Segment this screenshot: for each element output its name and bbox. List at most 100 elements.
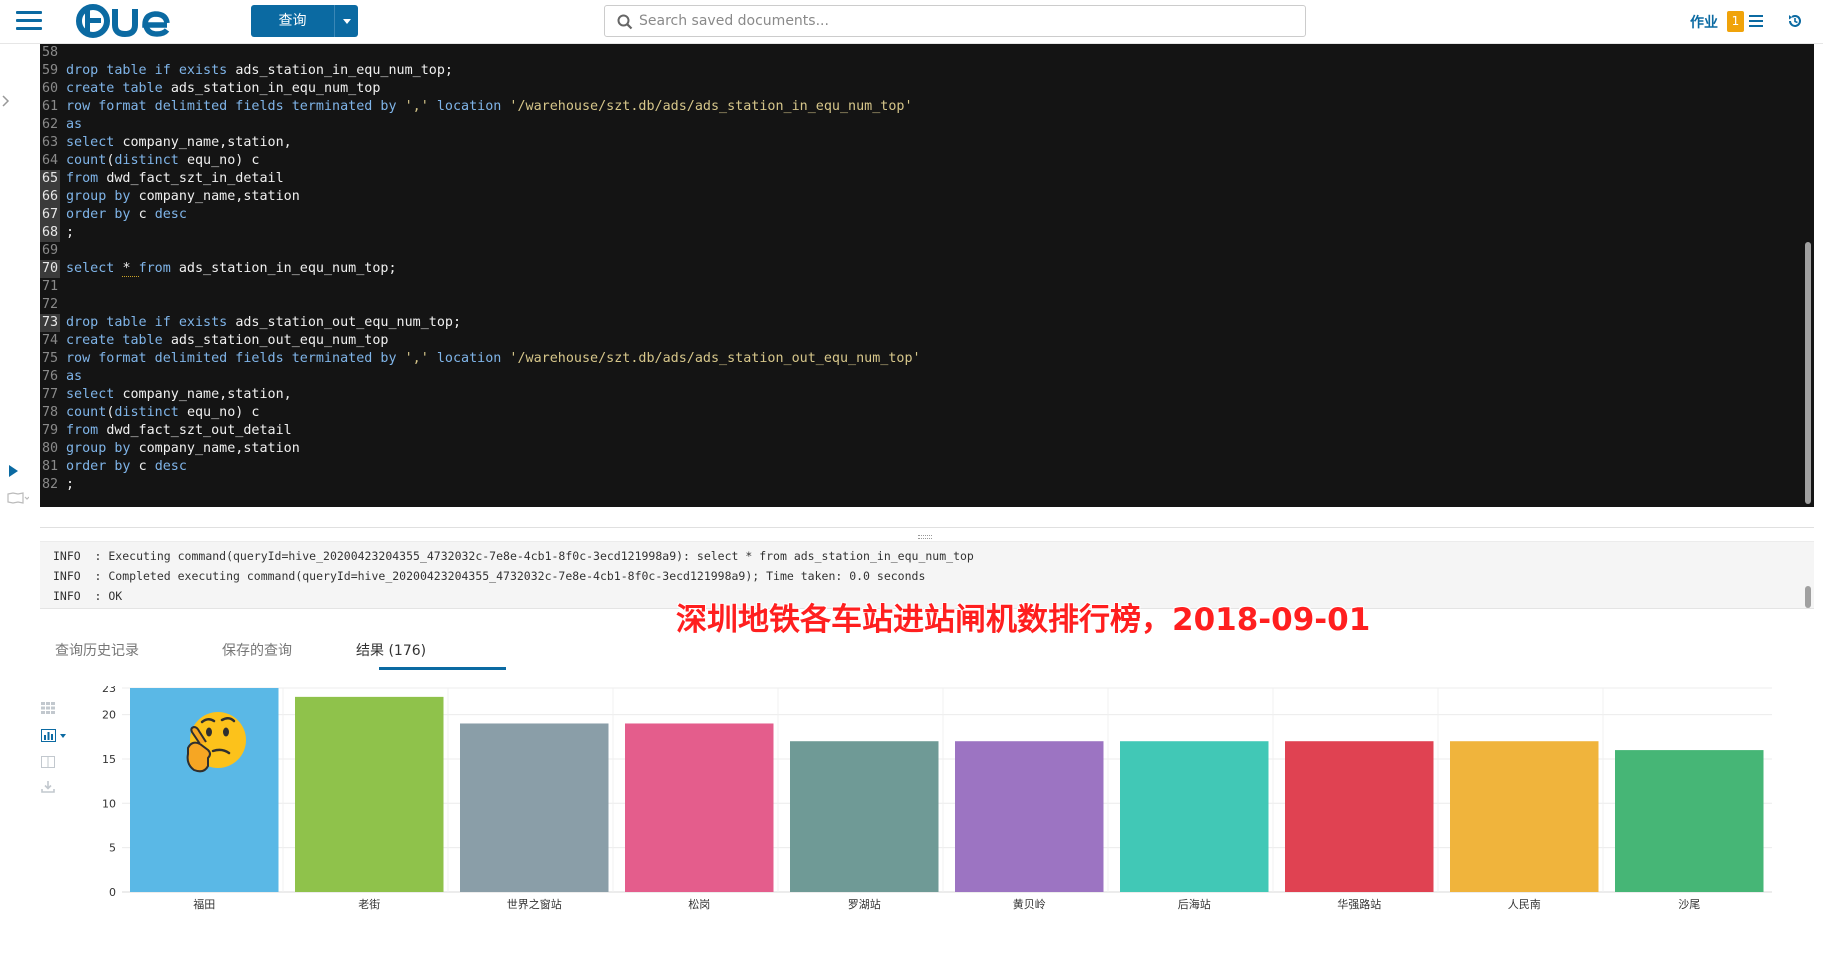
line-number: 65 — [40, 170, 60, 188]
download-icon[interactable] — [41, 781, 55, 793]
book-icon[interactable] — [7, 492, 29, 504]
code-token: ; — [66, 225, 75, 240]
code-line[interactable]: 73 drop table if exists ads_station_out_e… — [40, 314, 1814, 332]
bar-10[interactable] — [1615, 750, 1764, 892]
search-input[interactable] — [639, 9, 1289, 33]
code-line[interactable]: 72 — [40, 296, 1814, 314]
code-text: from dwd_fact_szt_in_detail — [66, 170, 284, 188]
code-line[interactable]: 77 select company_name,station, — [40, 386, 1814, 404]
code-token: company_name,station — [138, 441, 300, 456]
list-icon[interactable] — [1749, 15, 1763, 27]
code-text: ; — [66, 476, 74, 494]
line-number: 82 — [42, 477, 59, 492]
run-query-icon[interactable] — [9, 465, 18, 477]
x-tick-label: 黄贝岭 — [1013, 897, 1046, 911]
code-token: as — [66, 117, 83, 132]
bar-6[interactable] — [955, 741, 1104, 892]
bar-4[interactable] — [625, 723, 774, 892]
line-number: 79 — [42, 423, 59, 438]
code-text: order by c desc — [66, 458, 187, 476]
hamburger-menu-icon[interactable] — [16, 11, 42, 31]
y-tick-label: 10 — [102, 797, 116, 810]
code-text: select company_name,station, — [66, 386, 292, 404]
code-text: from dwd_fact_szt_out_detail — [66, 422, 292, 440]
bar-9[interactable] — [1450, 741, 1599, 892]
code-token: location — [428, 351, 510, 366]
code-line[interactable]: 59 drop table if exists ads_station_in_eq… — [40, 62, 1814, 80]
code-token: order by — [66, 459, 139, 474]
bar-chart-icon[interactable] — [41, 729, 69, 743]
log-scrollbar[interactable] — [1805, 586, 1811, 608]
code-text: row format delimited fields terminated b… — [66, 350, 921, 368]
line-number: 66 — [40, 188, 60, 206]
x-tick-label: 世界之窗站 — [507, 897, 562, 911]
sql-editor[interactable]: 58 59 drop table if exists ads_station_in_… — [40, 44, 1814, 507]
code-token: group by — [66, 189, 139, 204]
log-line: INFO : OK — [53, 589, 123, 603]
columns-icon[interactable] — [41, 756, 55, 768]
tab-saved-queries[interactable]: 保存的查询 — [222, 643, 292, 659]
history-icon[interactable] — [1787, 13, 1803, 29]
active-tab-indicator — [379, 667, 506, 670]
code-token: company_name,station, — [122, 135, 292, 150]
code-token: dwd_fact_szt_out_detail — [106, 423, 292, 438]
code-line[interactable]: 71 — [40, 278, 1814, 296]
editor-scrollbar[interactable] — [1805, 242, 1811, 504]
code-token: ; — [66, 477, 75, 492]
chevron-right-icon[interactable] — [2, 95, 10, 107]
code-line[interactable]: 65 from dwd_fact_szt_in_detail — [40, 170, 1814, 188]
code-line[interactable]: 76 as — [40, 368, 1814, 386]
query-button-label: 查询 — [278, 13, 307, 29]
y-tick-label: 20 — [102, 709, 116, 722]
code-text: count(distinct equ_no) c — [66, 404, 260, 422]
grid-view-icon[interactable] — [41, 702, 55, 714]
jobs-count-badge[interactable]: 1 — [1727, 11, 1744, 32]
code-line[interactable]: 64 count(distinct equ_no) c — [40, 152, 1814, 170]
execution-log: INFO : Executing command(queryId=hive_20… — [40, 541, 1814, 609]
chevron-down-icon[interactable] — [334, 5, 358, 37]
x-tick-label: 华强路站 — [1337, 897, 1381, 911]
code-line[interactable]: 75 row format delimited fields terminated… — [40, 350, 1814, 368]
code-line[interactable]: 58 — [40, 44, 1814, 62]
bar-8[interactable] — [1285, 741, 1434, 892]
bar-7[interactable] — [1120, 741, 1269, 892]
code-line[interactable]: 79 from dwd_fact_szt_out_detail — [40, 422, 1814, 440]
editor-resizer[interactable] — [40, 527, 1814, 529]
code-token: equ_no) c — [186, 153, 260, 168]
thinking-face-emoji-icon — [186, 712, 246, 773]
code-line[interactable]: 68; — [40, 224, 1814, 242]
code-line[interactable]: 61 row format delimited fields terminated… — [40, 98, 1814, 116]
code-token: c — [138, 207, 155, 222]
code-line[interactable]: 70 select * from ads_station_in_equ_num_t… — [40, 260, 1814, 278]
code-text: ; — [66, 224, 74, 242]
code-line[interactable]: 62 as — [40, 116, 1814, 134]
code-token: select — [66, 387, 123, 402]
code-token: ads_station_out_equ_num_top; — [235, 315, 462, 330]
tab-query-history[interactable]: 查询历史记录 — [55, 643, 139, 659]
code-line[interactable]: 78 count(distinct equ_no) c — [40, 404, 1814, 422]
jobs-link[interactable]: 作业 — [1690, 15, 1718, 31]
code-line[interactable]: 69 — [40, 242, 1814, 260]
code-text: group by company_name,station — [66, 188, 300, 206]
results-bar-chart: 0 5 10 15 20 23 福田 老街 世界之窗站 松岗 罗湖站 黄贝岭 后海站 华强路站 人民南 沙尾 — [102, 686, 1772, 911]
code-line[interactable]: 80 group by company_name,station — [40, 440, 1814, 458]
query-dropdown-button[interactable]: 查询 — [251, 5, 358, 37]
code-line[interactable]: 63 select company_name,station, — [40, 134, 1814, 152]
tab-results[interactable]: 结果 (176) — [356, 643, 427, 659]
bar-5[interactable] — [790, 741, 939, 892]
code-line[interactable]: 66 group by company_name,station — [40, 188, 1814, 206]
hue-logo[interactable] — [75, 3, 179, 39]
search-box — [604, 5, 1306, 37]
code-line[interactable]: 67 order by c desc — [40, 206, 1814, 224]
resize-grip-icon[interactable] — [918, 535, 932, 539]
bar-3[interactable] — [460, 723, 609, 892]
line-number: 67 — [40, 206, 60, 224]
code-line[interactable]: 74 create table ads_station_out_equ_num_t… — [40, 332, 1814, 350]
code-line[interactable]: 82; — [40, 476, 1814, 494]
code-line[interactable]: 81 order by c desc — [40, 458, 1814, 476]
line-number: 71 — [42, 279, 59, 294]
y-tick-label: 0 — [109, 886, 116, 899]
code-token: select — [66, 261, 123, 276]
code-line[interactable]: 60 create table ads_station_in_equ_num_to… — [40, 80, 1814, 98]
bar-2[interactable] — [295, 696, 444, 892]
